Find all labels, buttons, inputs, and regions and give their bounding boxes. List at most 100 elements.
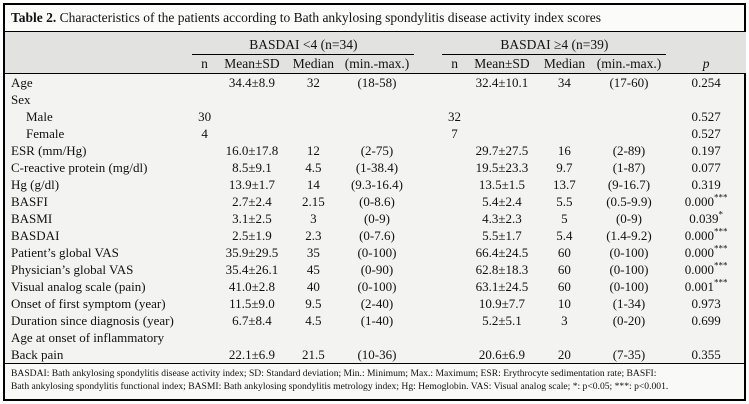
data-cell: (9-16.7): [607, 177, 651, 192]
data-cell: [192, 159, 216, 176]
data-cell: [467, 91, 538, 108]
data-cell: [192, 278, 216, 295]
empty-header-cell: [11, 32, 192, 54]
data-cell: [192, 91, 216, 108]
data-cell: 20: [557, 347, 571, 362]
data-cell: [537, 108, 591, 125]
data-cell: 9.5: [305, 296, 322, 311]
table-row: Back pain 22.1±6.9 21.5 (10-36) 20.6±6.9 20 (7…: [11, 346, 746, 363]
data-cell: 14: [306, 177, 320, 192]
row-label: Female: [26, 126, 65, 141]
data-cell: [442, 261, 466, 278]
data-cell: 20.6±6.9: [478, 347, 525, 362]
data-cell: (0-100): [357, 245, 397, 260]
significance-marker: *: [718, 209, 723, 220]
data-cell: [442, 142, 466, 159]
group1-header: BASDAI <4 (n=34): [192, 32, 415, 55]
table-footnote: BASDAI: Bath ankylosing spondylitis dise…: [5, 363, 744, 399]
data-cell: (0-100): [357, 279, 397, 294]
table-row: Female 4 7 0.527: [11, 125, 746, 142]
data-cell: (0-7.6): [359, 228, 395, 243]
characteristics-table-body: Age 34.4±8.9 32 (18-58) 32.4±10.1 34 (17-60) 0.…: [11, 74, 746, 363]
data-cell: (0-9): [615, 211, 642, 226]
data-cell: [192, 346, 216, 363]
data-cell: [442, 176, 466, 193]
gap-cell: [414, 346, 442, 363]
data-cell: 5.5±1.7: [482, 228, 522, 243]
data-cell: 10.9±7.7: [478, 296, 525, 311]
data-cell: 60: [557, 245, 571, 260]
data-cell: (0-8.6): [359, 194, 395, 209]
significance-marker: ***: [713, 277, 728, 288]
gap-header-cell: [414, 32, 442, 54]
data-cell: 4.5: [305, 160, 322, 175]
data-cell: [192, 142, 216, 159]
p-value-cell: 0.000***: [684, 243, 728, 260]
data-cell: (0-90): [360, 262, 394, 277]
data-cell: (0-9): [363, 211, 390, 226]
data-cell: 7: [451, 126, 458, 141]
data-cell: [442, 329, 466, 346]
data-cell: 66.4±24.5: [475, 245, 529, 260]
data-cell: 5: [561, 211, 568, 226]
col-header-min-max: (min.-max.): [596, 55, 662, 71]
col-header-mean-sd: Mean±SD: [224, 55, 280, 71]
data-cell: 60: [557, 279, 571, 294]
data-cell: 16: [557, 143, 571, 158]
data-cell: [467, 125, 538, 142]
table-row: Hg (g/dl) 13.9±1.7 14 (9.3-16.4) 13.5±1.5 13.…: [11, 176, 746, 193]
table-row: Duration since diagnosis (year) 6.7±8.4 4.…: [11, 312, 746, 329]
table-frame: Table 2. Characteristics of the patients…: [3, 3, 746, 401]
data-cell: (2-75): [360, 143, 394, 158]
row-label: BASFI: [11, 194, 48, 209]
data-cell: 32.4±10.1: [475, 75, 529, 90]
data-cell: [442, 227, 466, 244]
data-cell: 21.5: [302, 347, 325, 362]
data-cell: 3: [310, 211, 317, 226]
gap-cell: [414, 176, 442, 193]
gap-cell: [414, 278, 442, 295]
data-cell: 19.5±23.3: [475, 160, 529, 175]
data-cell: (2-40): [360, 296, 394, 311]
row-label: Duration since diagnosis (year): [11, 313, 174, 328]
data-cell: [442, 244, 466, 261]
row-label: Age: [11, 75, 33, 90]
data-cell: [592, 329, 667, 346]
p-value-cell: 0.000***: [684, 192, 728, 209]
data-cell: [442, 346, 466, 363]
data-cell: [537, 125, 591, 142]
data-cell: [537, 329, 591, 346]
data-cell: [592, 125, 667, 142]
data-cell: 13.9±1.7: [228, 177, 275, 192]
row-label: BASDAI: [11, 228, 60, 243]
data-cell: 22.1±6.9: [228, 347, 275, 362]
p-value-cell: 0.039*: [689, 209, 723, 226]
data-cell: [340, 91, 415, 108]
gap-cell: [414, 142, 442, 159]
table-row: Onset of first symptom (year) 11.5±9.0 9.5…: [11, 295, 746, 312]
characteristics-table: BASDAI <4 (n=34) BASDAI ≥4 (n=39) p n Me…: [11, 32, 746, 73]
row-label: Hg (g/dl): [11, 177, 60, 192]
gap-cell: [414, 74, 442, 91]
row-label: Physician’s global VAS: [11, 262, 134, 277]
data-cell: 4.3±2.3: [482, 211, 522, 226]
sub-header-row: n Mean±SD Median (min.-max.) n Mean±SD M…: [11, 54, 746, 73]
col-header-n: n: [451, 55, 458, 71]
gap-cell: [414, 210, 442, 227]
data-cell: [217, 91, 288, 108]
data-cell: [217, 125, 288, 142]
p-value-cell: 0.000***: [684, 226, 728, 243]
data-cell: 5.4: [556, 228, 573, 243]
data-cell: 13.7: [553, 177, 576, 192]
data-cell: [287, 108, 339, 125]
data-cell: (18-58): [357, 75, 397, 90]
data-cell: [442, 312, 466, 329]
data-cell: [192, 74, 216, 91]
data-cell: (2-89): [612, 143, 646, 158]
table-caption: Characteristics of the patients accordin…: [59, 10, 602, 25]
data-cell: (1-34): [612, 296, 646, 311]
table-row: C-reactive protein (mg/dl) 8.5±9.1 4.5 (1-3…: [11, 159, 746, 176]
row-label: ESR (mm/Hg): [11, 143, 87, 158]
gap-cell: [414, 125, 442, 142]
data-cell: [192, 295, 216, 312]
